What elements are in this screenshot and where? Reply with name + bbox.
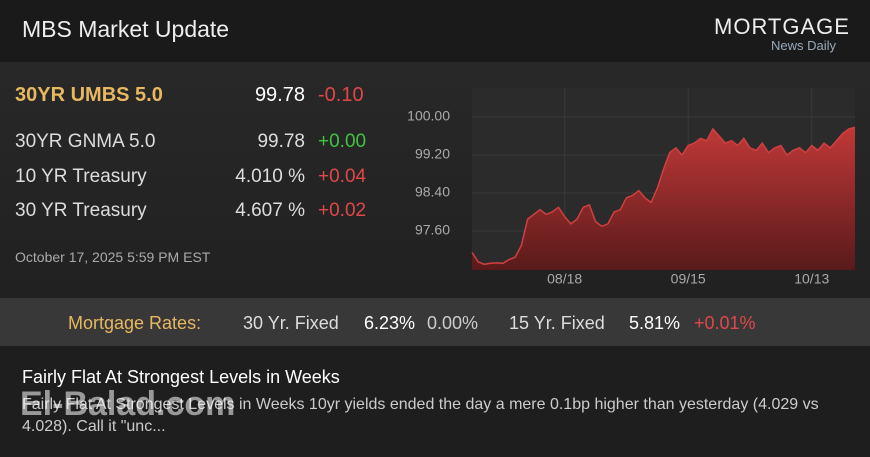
rate-name[interactable]: 15 Yr. Fixed <box>509 313 605 333</box>
title: MBS Market Update <box>22 16 230 42</box>
rates-bar <box>0 298 870 346</box>
y-tick-label: 100.00 <box>407 108 450 124</box>
quote-name[interactable]: 30YR UMBS 5.0 <box>15 84 163 106</box>
area <box>472 127 855 271</box>
watermark: El-Balad.com <box>20 385 236 423</box>
quote-price: 4.607 % <box>235 200 305 221</box>
quote-change: -0.10 <box>318 84 364 106</box>
quote-price: 99.78 <box>257 131 305 152</box>
x-tick-label: 10/13 <box>794 271 829 287</box>
rate-change: +0.01% <box>694 313 756 333</box>
logo-sub: News Daily <box>771 38 837 53</box>
line <box>471 126 856 266</box>
quote-change: +0.04 <box>318 166 367 187</box>
quote-price: 4.010 % <box>235 166 305 187</box>
x-tick-label: 09/15 <box>671 271 706 287</box>
y-tick-label: 97.60 <box>415 222 450 238</box>
headline[interactable]: Fairly Flat At Strongest Levels in Weeks <box>22 367 340 387</box>
header-bar <box>0 0 870 62</box>
quote-name[interactable]: 30 YR Treasury <box>15 200 147 221</box>
quote-name[interactable]: 10 YR Treasury <box>15 166 147 187</box>
quote-change: +0.02 <box>318 200 367 221</box>
quote-name[interactable]: 30YR GNMA 5.0 <box>15 131 156 152</box>
summary: Fairly Flat At Strongest Levels in Weeks… <box>22 396 819 435</box>
y-tick-label: 98.40 <box>415 184 450 200</box>
rates-label: Mortgage Rates: <box>68 313 202 333</box>
quote-change: +0.00 <box>318 131 367 152</box>
rate-value: 6.23% <box>364 313 416 333</box>
rate-name[interactable]: 30 Yr. Fixed <box>243 313 339 333</box>
logo: MORTGAGE <box>714 14 850 39</box>
y-tick-label: 99.20 <box>415 146 450 162</box>
timestamp: October 17, 2025 5:59 PM EST <box>15 249 211 265</box>
rate-change: 0.00% <box>427 313 479 333</box>
x-tick-label: 08/18 <box>547 271 582 287</box>
article-panel <box>0 346 870 457</box>
rate-value: 5.81% <box>629 313 681 333</box>
quote-price: 99.78 <box>254 84 305 106</box>
